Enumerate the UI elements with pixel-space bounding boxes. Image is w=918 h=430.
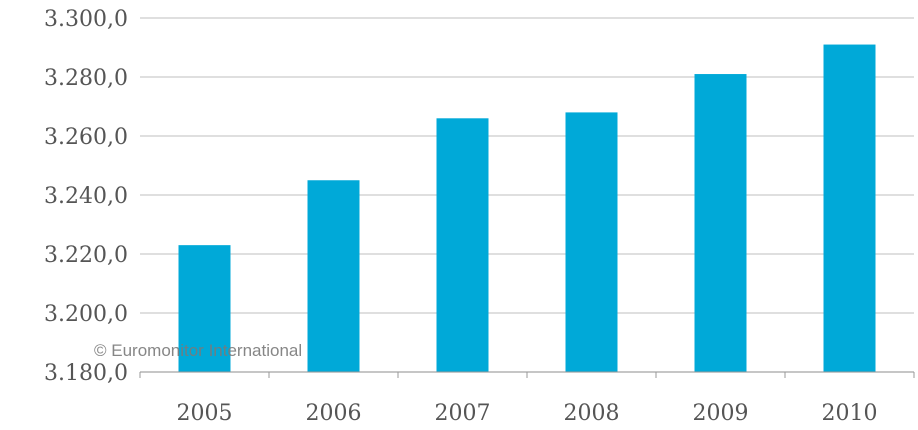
- x-tick-label: 2010: [822, 401, 878, 426]
- y-tick-label: 3.300,0: [44, 7, 128, 32]
- bar-2010: [823, 44, 876, 373]
- x-tick-label: 2006: [306, 401, 362, 426]
- grid-lines: [140, 17, 914, 373]
- x-tick-label: 2008: [564, 401, 620, 426]
- y-tick-label: 3.260,0: [44, 125, 128, 150]
- y-tick-label: 3.200,0: [44, 302, 128, 327]
- bar-2009: [694, 74, 747, 373]
- watermark: © Euromonitor International: [94, 341, 303, 360]
- y-tick-label: 3.180,0: [44, 361, 128, 386]
- bar-2005: [178, 245, 231, 372]
- x-axis-ticks: 2005 2006 2007 2008 2009 2010: [139, 372, 915, 426]
- y-tick-label: 3.220,0: [44, 243, 128, 268]
- y-tick-label: 3.240,0: [44, 184, 128, 209]
- x-tick-label: 2005: [177, 401, 233, 426]
- y-tick-label: 3.280,0: [44, 66, 128, 91]
- y-axis-ticks: 3.180,0 3.200,0 3.220,0 3.240,0 3.260,0 3.280…: [44, 7, 128, 386]
- bars: [178, 44, 876, 373]
- x-tick-label: 2007: [435, 401, 491, 426]
- x-tick-label: 2009: [693, 401, 749, 426]
- bar-2006: [307, 180, 360, 372]
- bar-2008: [565, 112, 618, 373]
- bar-2007: [436, 118, 489, 372]
